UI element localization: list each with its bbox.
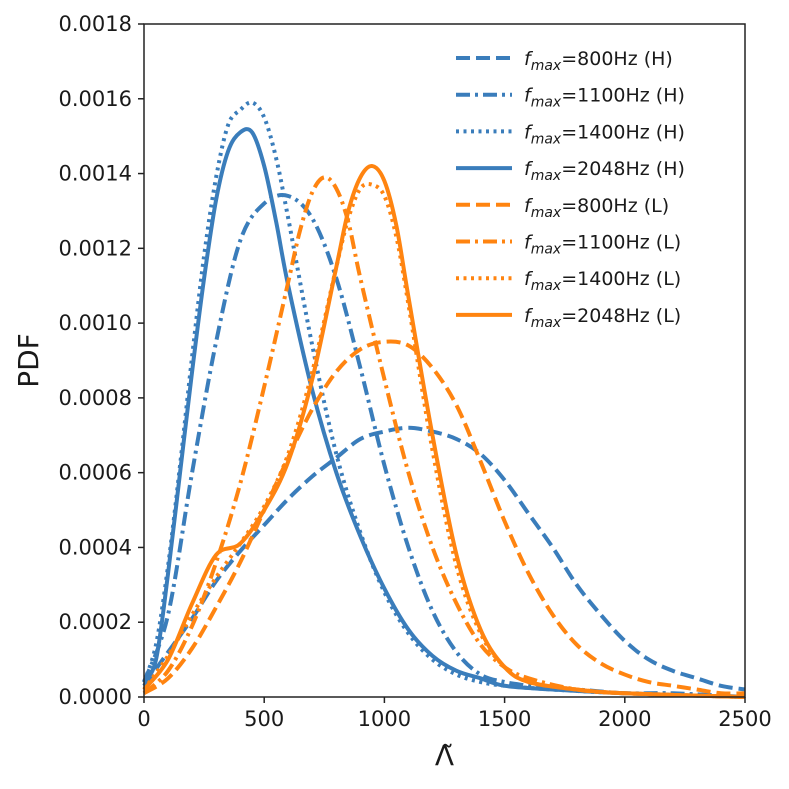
x-tick-label: 2500 — [718, 707, 771, 731]
series-line-8 — [142, 164, 746, 699]
y-tick-label: 0.0010 — [59, 311, 132, 335]
y-tick-label: 0.0008 — [59, 386, 132, 410]
x-axis-ticks: 0 500 1000 1500 2000 2500 — [137, 697, 772, 731]
y-tick-label: 0.0006 — [59, 461, 132, 485]
legend-label-3: fmax=1400Hz (H) — [524, 121, 685, 147]
y-tick-label: 0.0014 — [59, 162, 132, 186]
y-tick-label: 0.0018 — [59, 12, 132, 36]
y-tick-label: 0.0002 — [59, 610, 132, 634]
series-layer — [142, 100, 746, 699]
y-tick-label: 0.0004 — [59, 535, 132, 559]
legend-label-5: fmax=800Hz (L) — [524, 195, 669, 221]
x-axis-title: Λ̃ — [435, 739, 454, 772]
x-tick-label: 0 — [137, 707, 150, 731]
legend: fmax=800Hz (H) fmax=1100Hz (H) fmax=1400Hz… — [456, 48, 685, 331]
x-tick-label: 1000 — [358, 707, 411, 731]
y-tick-label: 0.0012 — [59, 236, 132, 260]
legend-label-1: fmax=800Hz (H) — [524, 48, 673, 74]
legend-label-8: fmax=2048Hz (L) — [524, 305, 681, 331]
series-line-1 — [142, 425, 746, 692]
y-tick-label: 0.0000 — [59, 685, 132, 709]
series-line-5 — [142, 339, 746, 696]
legend-label-2: fmax=1100Hz (H) — [524, 85, 685, 111]
x-tick-label: 500 — [244, 707, 284, 731]
series-line-7 — [142, 181, 746, 699]
legend-label-4: fmax=2048Hz (H) — [524, 158, 685, 184]
plot-frame — [143, 23, 746, 698]
legend-label-6: fmax=1100Hz (L) — [524, 232, 681, 258]
series-line-3 — [142, 100, 746, 699]
legend-label-7: fmax=1400Hz (L) — [524, 268, 681, 294]
y-tick-label: 0.0016 — [59, 87, 132, 111]
x-tick-label: 2000 — [598, 707, 651, 731]
y-axis-ticks: 0.0000 0.0002 0.0004 0.0006 0.0008 0.0010 0.00… — [59, 12, 144, 709]
y-axis-title: PDF — [12, 333, 45, 388]
x-tick-label: 1500 — [478, 707, 531, 731]
